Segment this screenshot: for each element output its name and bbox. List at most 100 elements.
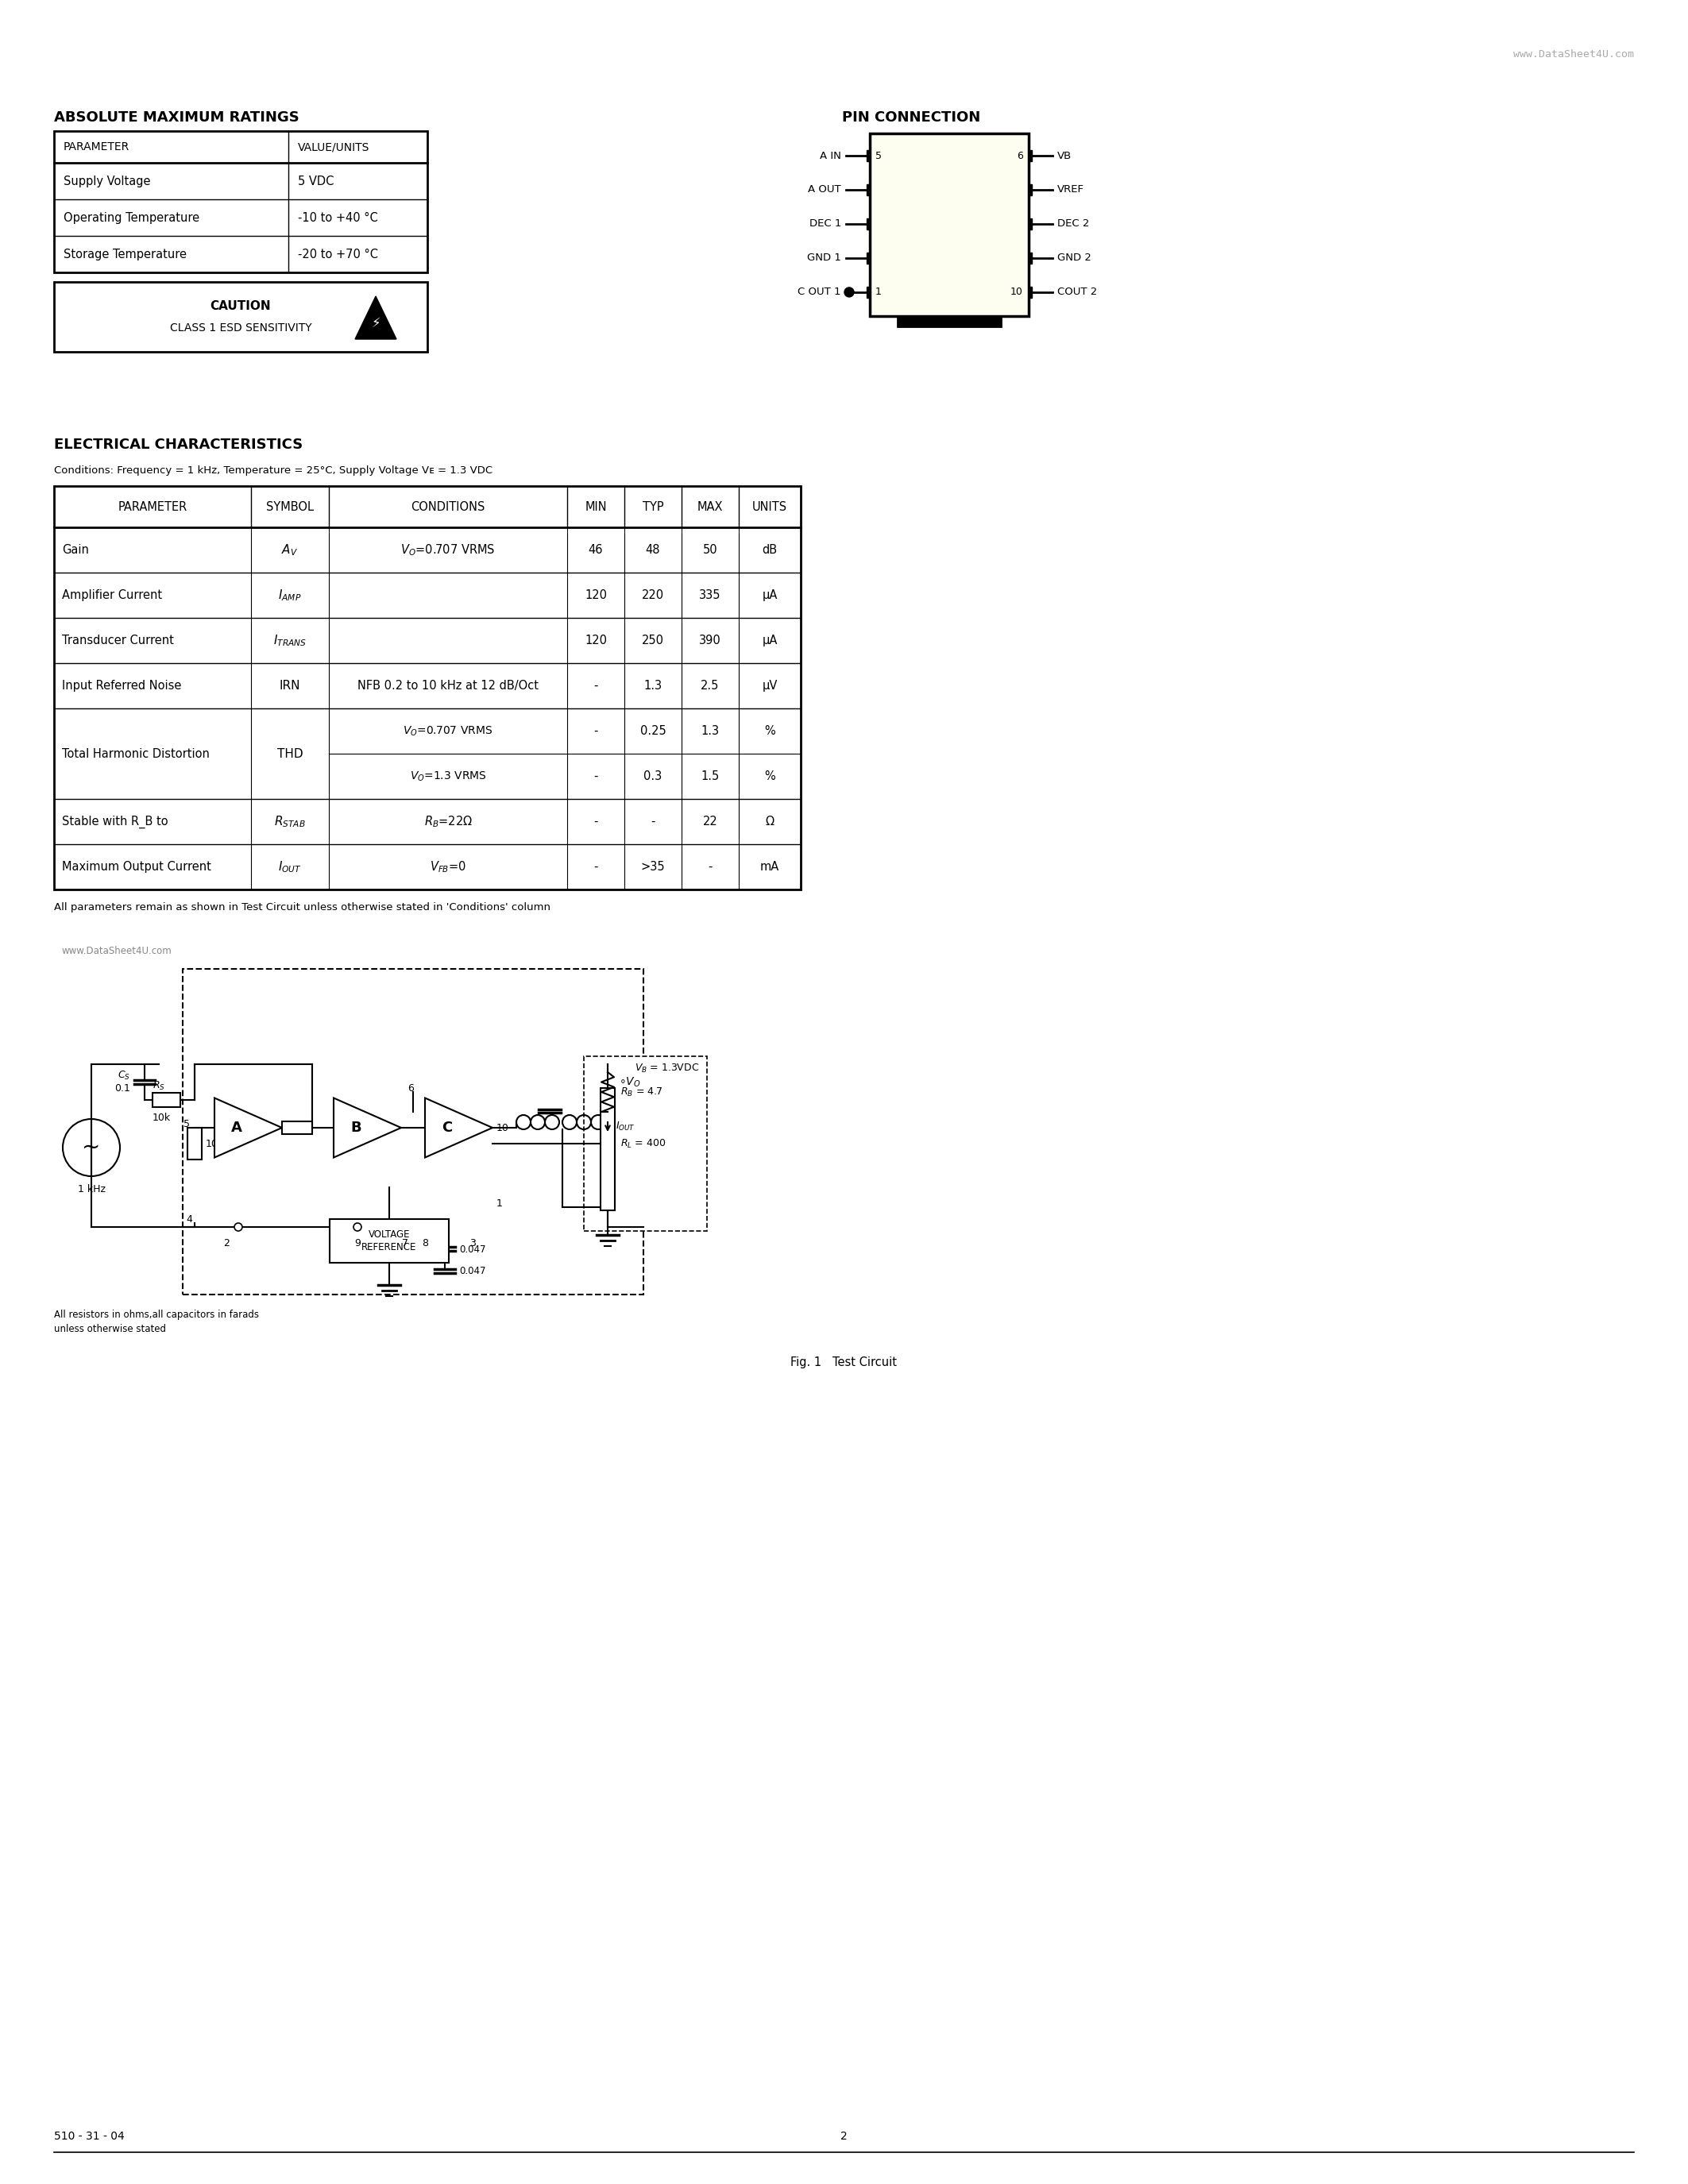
Text: ABSOLUTE MAXIMUM RATINGS: ABSOLUTE MAXIMUM RATINGS [54,111,299,124]
Text: μA: μA [761,636,778,646]
Text: Maximum Output Current: Maximum Output Current [62,860,211,874]
Text: VALUE/UNITS: VALUE/UNITS [297,142,370,153]
Text: 5: 5 [876,151,881,162]
Text: $I_{OUT}$: $I_{OUT}$ [279,860,302,874]
Text: GND 1: GND 1 [807,253,841,264]
Text: 100k: 100k [206,1138,231,1149]
Text: 220: 220 [641,590,663,601]
Bar [869,133,1028,317]
Text: DEC 2: DEC 2 [1057,218,1089,229]
Text: $R_B$ = 4.7: $R_B$ = 4.7 [621,1085,663,1099]
Text: COUT 2: COUT 2 [1057,286,1097,297]
Polygon shape [214,1099,282,1158]
Text: 3: 3 [469,1238,476,1247]
Text: 1.5: 1.5 [701,771,719,782]
Text: $A_V$: $A_V$ [282,542,299,557]
Bar [866,286,869,297]
Text: μV: μV [761,679,778,692]
Bar [866,151,869,162]
Text: $V_O$=0.707 VRMS: $V_O$=0.707 VRMS [403,725,493,738]
Text: μA: μA [761,590,778,601]
Text: %: % [765,771,775,782]
Text: CLASS 1 ESD SENSITIVITY: CLASS 1 ESD SENSITIVITY [170,323,312,334]
Text: $I_{TRANS}$: $I_{TRANS}$ [273,633,307,649]
Text: -: - [594,679,598,692]
Text: Gain: Gain [62,544,89,557]
Text: $I_{OUT}$: $I_{OUT}$ [616,1120,635,1131]
Text: $V_{FB}$=0: $V_{FB}$=0 [430,860,466,874]
Text: Input Referred Noise: Input Referred Noise [62,679,181,692]
Text: 0.047: 0.047 [459,1245,486,1254]
Bar [182,970,643,1295]
Text: 120: 120 [584,590,608,601]
Text: 1: 1 [496,1199,503,1208]
Text: A OUT: A OUT [809,186,841,194]
Text: 1.3: 1.3 [643,679,662,692]
Bar [898,317,1001,325]
Text: 9: 9 [354,1238,361,1247]
Text: unless otherwise stated: unless otherwise stated [54,1324,165,1334]
Text: www.DataSheet4U.com: www.DataSheet4U.com [1512,48,1634,59]
Bar [329,1219,449,1262]
Text: 0.1: 0.1 [115,1083,130,1094]
Text: 0.047: 0.047 [459,1265,486,1275]
Text: 46: 46 [589,544,603,557]
Text: MIN: MIN [584,500,606,513]
Text: PIN CONNECTION: PIN CONNECTION [842,111,981,124]
Text: ~: ~ [83,1136,101,1160]
Text: %: % [765,725,775,736]
Text: 6: 6 [1016,151,1023,162]
Text: C: C [442,1120,452,1136]
Polygon shape [334,1099,402,1158]
Bar [866,183,869,194]
Text: mA: mA [760,860,780,874]
Text: 48: 48 [645,544,660,557]
Text: -10 to +40 °C: -10 to +40 °C [297,212,378,223]
Text: 120: 120 [584,636,608,646]
Text: IRN: IRN [280,679,300,692]
Text: 10k: 10k [152,1112,170,1123]
Bar [282,1120,312,1133]
Text: 1 kHz: 1 kHz [78,1184,105,1195]
Text: $R_{STAB}$: $R_{STAB}$ [273,815,306,830]
Text: Storage Temperature: Storage Temperature [64,249,187,260]
Text: dB: dB [763,544,776,557]
Text: 4: 4 [186,1214,192,1225]
Text: $R_L$ = 400: $R_L$ = 400 [621,1138,667,1149]
Text: 2: 2 [223,1238,230,1247]
Bar [1028,151,1031,162]
Text: 7: 7 [402,1238,408,1247]
Text: UNITS: UNITS [753,500,787,513]
Text: -: - [594,771,598,782]
Text: Amplifier Current: Amplifier Current [62,590,162,601]
Text: $R_S$: $R_S$ [152,1079,165,1092]
Text: Stable with R_B to: Stable with R_B to [62,815,169,828]
Text: 10: 10 [1011,286,1023,297]
Text: >35: >35 [641,860,665,874]
Text: 510 - 31 - 04: 510 - 31 - 04 [54,2132,125,2143]
Text: All parameters remain as shown in Test Circuit unless otherwise stated in 'Condi: All parameters remain as shown in Test C… [54,902,550,913]
Text: Ω: Ω [765,815,775,828]
Text: B: B [351,1120,361,1136]
Text: THD: THD [277,747,302,760]
Text: $I_{AMP}$: $I_{AMP}$ [279,587,302,603]
Polygon shape [425,1099,493,1158]
Text: PARAMETER: PARAMETER [118,500,187,513]
Text: $\circ V_O$: $\circ V_O$ [619,1077,641,1090]
Bar [1028,183,1031,194]
Text: CAUTION: CAUTION [211,299,272,312]
Text: Transducer Current: Transducer Current [62,636,174,646]
Text: MAX: MAX [697,500,722,513]
Text: 10: 10 [496,1123,510,1133]
Text: VREF: VREF [1057,186,1084,194]
Bar [152,1092,181,1107]
Bar [584,1057,707,1232]
Text: VB: VB [1057,151,1072,162]
Text: -: - [594,725,598,736]
Text: GND 2: GND 2 [1057,253,1092,264]
Text: 250: 250 [641,636,663,646]
Text: 2.5: 2.5 [701,679,719,692]
Text: 0.3: 0.3 [643,771,662,782]
Bar [866,253,869,264]
Text: 22: 22 [702,815,717,828]
